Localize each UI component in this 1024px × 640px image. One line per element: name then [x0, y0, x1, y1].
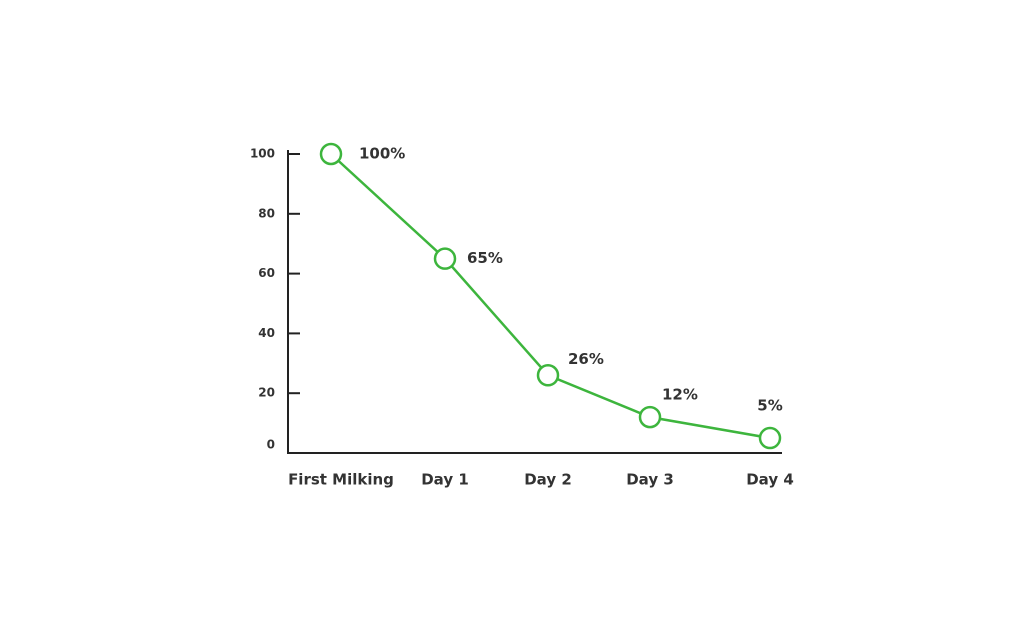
x-tick-label: First Milking [288, 471, 394, 489]
data-point [536, 364, 560, 387]
y-tick-label: 60 [258, 266, 275, 280]
data-line [330, 153, 771, 440]
data-point [638, 405, 662, 429]
value-label: 100% [359, 145, 405, 163]
y-tick-label: 100 [250, 147, 275, 161]
y-tick-label: 0 [267, 438, 275, 452]
x-tick-label: Day 2 [524, 471, 572, 489]
value-label: 5% [757, 397, 782, 415]
value-label: 26% [568, 350, 604, 368]
value-label: 12% [662, 386, 698, 404]
data-point [433, 247, 457, 270]
y-tick-label: 40 [258, 326, 275, 340]
data-point [319, 142, 343, 166]
x-tick-label: Day 1 [421, 471, 469, 489]
y-tick-label: 80 [258, 206, 275, 220]
y-tick-label: 20 [258, 386, 275, 400]
data-point [758, 426, 782, 450]
x-tick-label: Day 3 [626, 471, 674, 489]
x-tick-label: Day 4 [746, 471, 794, 489]
value-label: 65% [467, 249, 503, 267]
